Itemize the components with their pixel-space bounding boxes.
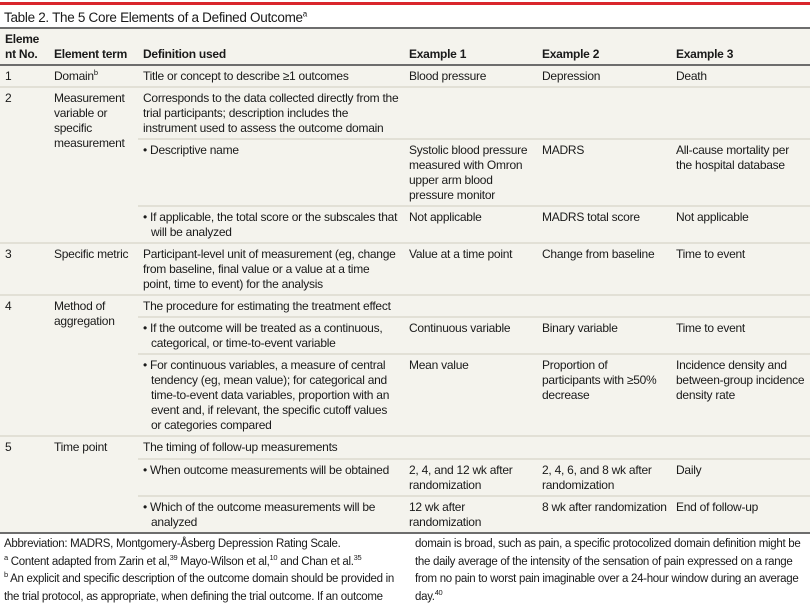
header-example-1: Example 1 [404,28,537,66]
definition: Participant-level unit of measurement (e… [138,242,404,295]
table-row: 4 Method of aggregation The procedure fo… [0,294,810,436]
example-3: Not applicable [671,205,810,243]
definition: • When outcome measurements will be obta… [138,458,404,496]
table-row: 2 Measurement variable or specific measu… [0,86,810,243]
example-1 [404,86,537,139]
element-term: Specific metric [49,242,138,295]
table-row: 1 Domainb Title or concept to describe ≥… [0,65,810,87]
footnote-text: and Chan et al. [277,555,354,568]
reference-mark: 10 [269,552,278,562]
definition: The procedure for estimating the treatme… [138,294,404,317]
element-no: 1 [5,69,12,83]
example-2: Change from baseline [537,242,671,295]
example-3: Time to event [671,316,810,354]
footnote-text: Mayo-Wilson et al, [177,555,270,568]
element-term: Domainb [49,65,138,87]
element-no: 4 [0,294,49,436]
title-footnote-mark: a [302,9,307,19]
example-2: 2, 4, 6, and 8 wk after randomization [537,458,671,496]
example-2: Binary variable [537,316,671,354]
core-elements-table: Element No. Element term Definition used… [0,27,810,534]
table-row: 3 Specific metric Participant-level unit… [0,242,810,295]
example-3: Death [676,69,707,83]
example-1: 12 wk after randomization [404,495,537,533]
definition: • If applicable, the total score or the … [138,205,404,243]
element-term: Measurement variable or specific measure… [49,86,138,243]
definition: • If the outcome will be treated as a co… [138,316,404,354]
header-example-2: Example 2 [537,28,671,66]
example-2 [537,86,671,139]
example-3 [671,86,810,139]
definition: • Descriptive name [138,138,404,206]
example-2: MADRS total score [537,205,671,243]
reference-mark: 39 [169,552,178,562]
table-subrow: • Which of the outcome measurements will… [0,495,810,533]
table-subrow: • If the outcome will be treated as a co… [0,316,810,354]
footnote-a: a Content adapted from Zarin et al,39 Ma… [4,552,397,572]
example-1: Blood pressure [409,69,487,83]
reference-mark: 35 [353,552,362,562]
table-title: Table 2. The 5 Core Elements of a Define… [0,5,810,27]
header-element-term: Element term [49,28,138,66]
example-1: Systolic blood pressure measured with Om… [404,138,537,206]
example-3: Time to event [671,242,810,295]
element-no: 5 [0,435,49,533]
element-no: 2 [0,86,49,243]
example-2: MADRS [537,138,671,206]
example-2: 8 wk after randomization [537,495,671,533]
element-term: Method of aggregation [49,294,138,436]
definition: • Which of the outcome measurements will… [138,495,404,533]
reference-mark: 40 [434,587,443,597]
example-3: Incidence density and between-group inci… [671,353,810,436]
example-1: Not applicable [404,205,537,243]
definition: Title or concept to describe ≥1 outcomes [143,69,349,83]
header-element-no: Element No. [0,28,49,66]
table-subrow: • When outcome measurements will be obta… [0,458,810,496]
definition: Corresponds to the data collected direct… [138,86,404,139]
table-subrow: • Descriptive name Systolic blood pressu… [0,138,810,206]
header-row: Element No. Element term Definition used… [0,28,810,66]
definition: • For continuous variables, a measure of… [138,353,404,436]
accent-rule [0,2,810,5]
table-footnotes: Abbreviation: MADRS, Montgomery-Åsberg D… [4,536,808,606]
table-title-text: Table 2. The 5 Core Elements of a Define… [4,10,303,25]
example-1: Continuous variable [404,316,537,354]
example-3: Daily [671,458,810,496]
example-2: Depression [542,69,601,83]
header-definition: Definition used [138,28,404,66]
example-2: Proportion of participants with ≥50% dec… [537,353,671,436]
example-2 [537,294,671,317]
example-1: 2, 4, and 12 wk after randomization [404,458,537,496]
example-1 [404,294,537,317]
example-1 [404,435,537,459]
header-example-3: Example 3 [671,28,810,66]
footnote-mark: b [93,68,98,77]
definition: The timing of follow-up measurements [138,435,404,459]
example-3: End of follow-up [671,495,810,533]
example-1: Value at a time point [404,242,537,295]
example-1: Mean value [404,353,537,436]
example-3: All-cause mortality per the hospital dat… [671,138,810,206]
table-subrow: • For continuous variables, a measure of… [0,353,810,436]
table-subrow: • If applicable, the total score or the … [0,205,810,243]
footnote-text: Content adapted from Zarin et al, [7,555,170,568]
example-3 [671,435,810,459]
example-2 [537,435,671,459]
element-term: Time point [49,435,138,533]
element-no: 3 [0,242,49,295]
element-term-text: Domain [54,69,94,83]
abbreviation-note: Abbreviation: MADRS, Montgomery-Åsberg D… [4,538,341,550]
table-row: 5 Time point The timing of follow-up mea… [0,435,810,533]
example-3 [671,294,810,317]
